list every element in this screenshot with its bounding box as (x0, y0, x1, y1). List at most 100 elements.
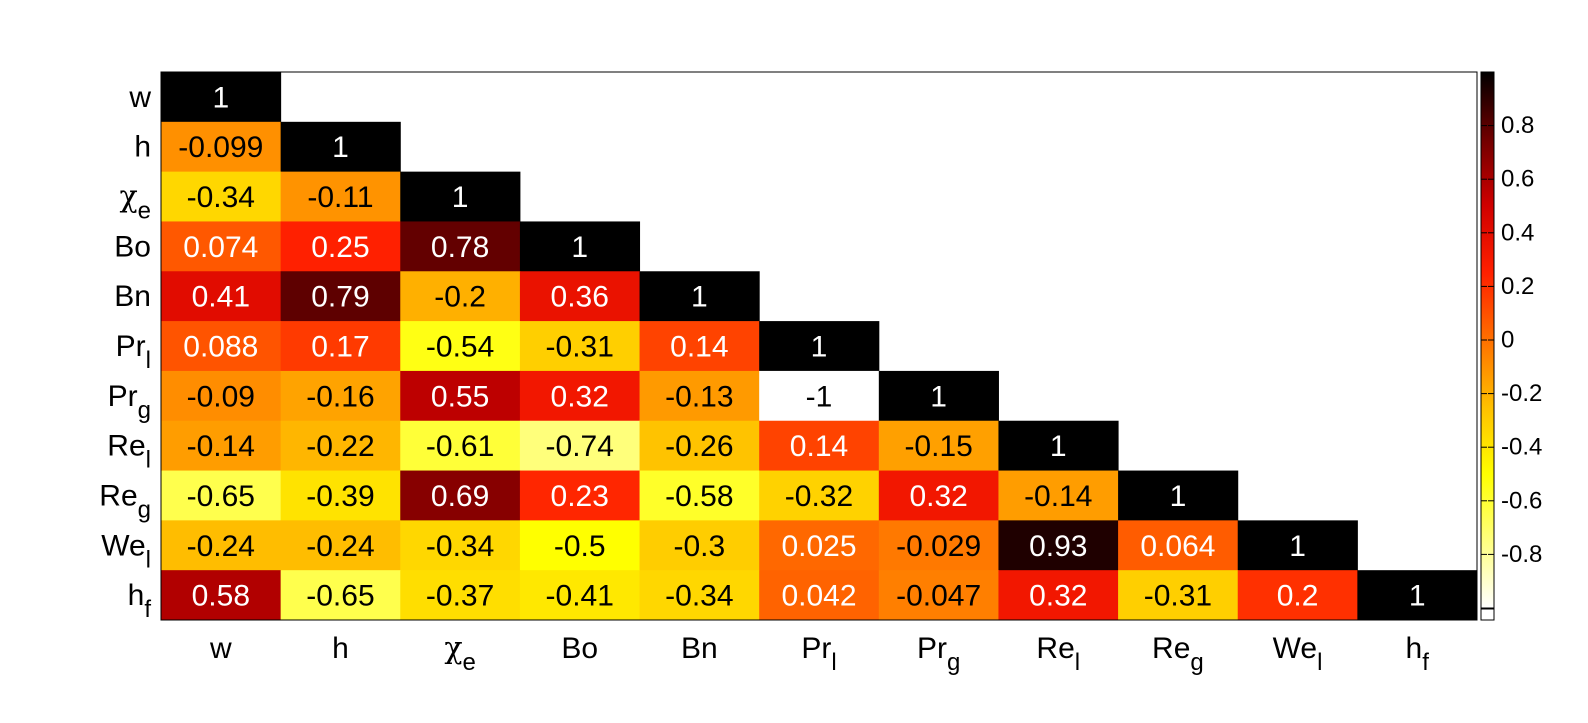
axis-tick-label: h (134, 131, 151, 164)
heatmap-cell (280, 221, 401, 272)
cell-value-label: -0.24 (187, 530, 255, 563)
cell-value-label: 0.69 (431, 480, 489, 513)
axis-tick-label: hf (128, 579, 152, 623)
cell-value-label: -0.09 (187, 380, 255, 413)
colorbar-tick-label: 0.4 (1501, 219, 1534, 246)
axis-tick-label: w (128, 81, 151, 114)
cell-value-label: 0.064 (1140, 530, 1215, 563)
heatmap-cell (161, 321, 282, 372)
heatmap-cell (280, 271, 401, 322)
cell-value-label: -0.5 (554, 530, 606, 563)
axis-tick-label: Prg (917, 632, 960, 676)
heatmap-cell (519, 370, 641, 422)
cell-value-label: -0.65 (187, 480, 255, 513)
colorbar-tick-label: 0 (1501, 327, 1514, 354)
cell-value-label: 0.074 (183, 231, 258, 264)
heatmap-cell (878, 520, 999, 571)
heatmap-cell (519, 570, 641, 621)
cell-value-label: -0.047 (896, 580, 981, 613)
cell-value-label: -0.39 (306, 480, 374, 513)
colorbar-tick-label: -0.8 (1501, 541, 1542, 568)
colorbar-end-marker (1480, 608, 1495, 621)
heatmap-cell (280, 370, 401, 422)
cell-value-label: -0.029 (896, 530, 981, 563)
heatmap-cell (878, 370, 999, 422)
heatmap-cell (280, 520, 401, 571)
colorbar-tick-label: 0.6 (1501, 166, 1534, 193)
heatmap-cell (161, 271, 282, 322)
cell-value-label: 1 (571, 231, 588, 264)
heatmap-cell (400, 370, 521, 422)
heatmap-cell (639, 570, 760, 621)
cell-value-label: 0.14 (790, 430, 848, 463)
axis-tick-label: Prl (116, 330, 151, 374)
cell-value-label: -0.14 (187, 430, 255, 463)
cell-value-label: 0.042 (781, 580, 856, 613)
axis-tick-label: χe (444, 631, 476, 676)
heatmap-cell (998, 420, 1119, 472)
heatmap-cell (161, 520, 282, 571)
cell-value-label: 0.17 (311, 331, 369, 364)
cell-value-label: -0.11 (307, 181, 373, 214)
heatmap-cell (1237, 520, 1358, 571)
heatmap-cell (759, 370, 880, 422)
heatmap-cell (639, 420, 760, 472)
heatmap-cells: 1 -0.099 1 -0.34 -0.11 1 0.074 0.25 0.78 1 0.41 0.7… (161, 72, 1478, 621)
colorbar-tick-label: -0.4 (1501, 434, 1542, 461)
heatmap-cell (1118, 520, 1239, 571)
heatmap-cell (161, 570, 282, 621)
cell-value-label: -1 (806, 380, 833, 413)
heatmap-cell (639, 470, 760, 521)
heatmap-cell (161, 420, 282, 472)
row-labels: wh χe Bo Bn Prl Prg Rel Reg Wel hf (99, 81, 151, 623)
heatmap-cell (519, 420, 641, 472)
colorbar-tick-label: 0.2 (1501, 273, 1534, 300)
heatmap-cell (280, 470, 401, 521)
colorbar-tick-label: -0.2 (1501, 380, 1542, 407)
column-labels: w h χe Bo Bn Prl Prg Rel Reg Wel hf (209, 631, 1429, 676)
cell-value-label: 0.25 (311, 231, 369, 264)
cell-value-label: 0.14 (670, 331, 728, 364)
heatmap-cell (519, 221, 641, 272)
cell-value-label: 0.025 (781, 530, 856, 563)
heatmap-cell (759, 520, 880, 571)
heatmap-cell (400, 470, 521, 521)
cell-value-label: -0.22 (306, 430, 374, 463)
heatmap-cell (400, 420, 521, 472)
cell-value-label: 0.36 (551, 281, 609, 314)
cell-value-label: 0.79 (311, 281, 369, 314)
cell-value-label: -0.58 (665, 480, 733, 513)
cell-value-label: 1 (1409, 580, 1426, 613)
heatmap-cell (161, 221, 282, 272)
axis-tick-label: Wel (1273, 632, 1323, 676)
cell-value-label: -0.34 (665, 580, 733, 613)
axis-tick-label: Wel (101, 529, 151, 573)
axis-tick-label: Bn (114, 280, 151, 313)
cell-value-label: 0.58 (192, 580, 250, 613)
plot-frame (160, 71, 1478, 621)
heatmap-cell (1357, 570, 1478, 621)
cell-value-label: -0.34 (426, 530, 494, 563)
heatmap-cell (998, 570, 1119, 621)
axis-tick-label: Reg (99, 479, 151, 523)
cell-value-label: 1 (1170, 480, 1187, 513)
cell-value-label: -0.54 (426, 331, 494, 364)
axis-tick-label: Rel (107, 430, 151, 474)
cell-value-label: -0.32 (785, 480, 853, 513)
cell-value-label: 1 (930, 380, 947, 413)
heatmap-cell (639, 370, 760, 422)
cell-value-label: 0.32 (909, 480, 967, 513)
cell-value-label: -0.24 (306, 530, 374, 563)
cell-value-label: -0.26 (665, 430, 733, 463)
axis-tick-label: Reg (1152, 632, 1204, 676)
axis-tick-label: Rel (1036, 632, 1080, 676)
heatmap-cell (519, 271, 641, 322)
cell-value-label: -0.41 (546, 580, 614, 613)
cell-value-label: -0.14 (1024, 480, 1092, 513)
heatmap-cell (280, 321, 401, 372)
cell-value-label: 0.23 (551, 480, 609, 513)
heatmap-cell (519, 520, 641, 571)
heatmap-cell (161, 121, 282, 173)
heatmap-cell (998, 470, 1119, 521)
